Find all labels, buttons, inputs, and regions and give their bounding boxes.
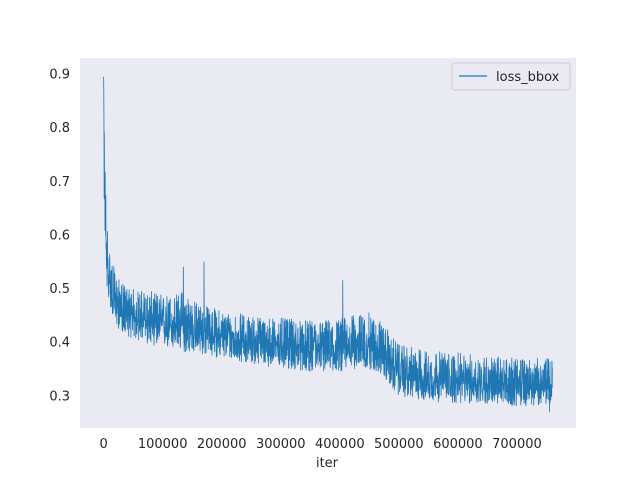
x-tick-label: 200000 xyxy=(197,437,247,452)
legend: loss_bbox xyxy=(451,62,571,91)
y-tick-label: 0.8 xyxy=(49,121,70,136)
legend-label-loss-bbox: loss_bbox xyxy=(496,70,560,85)
x-tick-label: 400000 xyxy=(315,437,365,452)
x-tick-label: 300000 xyxy=(256,437,306,452)
x-axis-title: iter xyxy=(316,456,339,471)
series-layer xyxy=(103,76,553,413)
y-tick-label: 0.7 xyxy=(49,175,70,190)
x-axis-ticks: 0 100000 200000 300000 400000 500000 600000 700… xyxy=(99,437,541,452)
legend-box xyxy=(451,62,571,91)
x-tick-label: 600000 xyxy=(433,437,483,452)
x-tick-label: 700000 xyxy=(492,437,542,452)
x-tick-label: 0 xyxy=(99,437,107,452)
x-tick-label: 500000 xyxy=(374,437,424,452)
y-tick-label: 0.5 xyxy=(49,282,70,297)
y-axis-ticks: 0.3 0.4 0.5 0.6 0.7 0.8 0.9 xyxy=(49,68,70,405)
y-tick-label: 0.9 xyxy=(49,68,70,83)
series-line-loss-bbox xyxy=(103,76,553,413)
x-tick-label: 100000 xyxy=(138,437,188,452)
y-tick-label: 0.6 xyxy=(49,228,70,243)
y-tick-label: 0.3 xyxy=(49,389,70,404)
y-tick-label: 0.4 xyxy=(49,336,70,351)
